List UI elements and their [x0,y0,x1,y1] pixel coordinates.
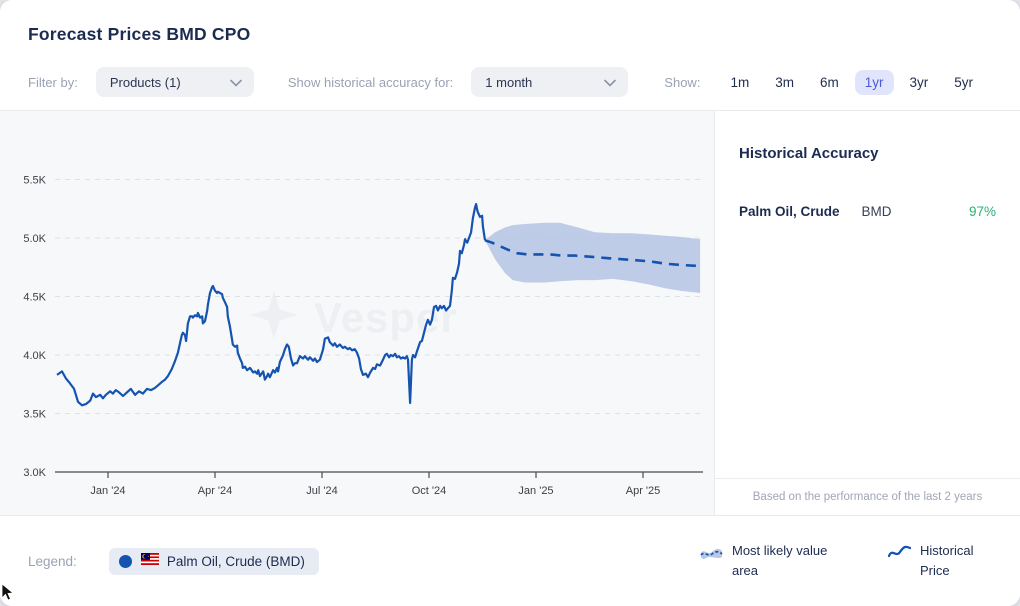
legend-item-history: Historical Price [887,541,990,581]
show-label: Show: [664,74,701,90]
series-color-dot [118,554,132,568]
accuracy-value: 97% [968,204,996,219]
series-chip[interactable]: Palm Oil, Crude (BMD) [108,547,319,575]
legend-item-area: Most likely value area [700,541,846,581]
controls-row: Filter by: Products (1) Show historical … [28,67,996,97]
main-area: Vesper 3.0K 3.5K 4.0K 4.5K 5.0K 5.5K Jan '24 Ap… [0,110,1020,515]
filter-by-label: Filter by: [28,74,78,90]
chevron-down-icon [230,75,242,90]
value-area-icon [700,541,723,566]
product-name: Palm Oil, Crude [739,204,840,219]
legend-items: Most likely value area Historical Price [700,541,990,581]
price-chart: 3.0K 3.5K 4.0K 4.5K 5.0K 5.5K Jan '24 Apr '24 Ju… [23,175,703,497]
svg-text:3.0K: 3.0K [23,467,46,479]
svg-text:Apr '25: Apr '25 [626,485,661,497]
malaysia-flag-icon [140,552,159,570]
historical-line-icon [887,541,912,565]
legend-bar: Legend: Palm Oil, Crude (BMD) [0,515,1020,606]
sidebar-title: Historical Accuracy [739,145,879,162]
accuracy-for-label: Show historical accuracy for: [287,74,454,90]
svg-text:Jul '24: Jul '24 [306,485,337,497]
header: Forecast Prices BMD CPO Filter by: Produ… [0,0,1020,110]
mouse-cursor-icon [1,583,15,606]
svg-text:Jan '25: Jan '25 [518,485,553,497]
svg-text:Apr '24: Apr '24 [198,485,233,497]
accuracy-row: Palm Oil, Crude BMD 97% [739,204,996,219]
value-area-label: Most likely value area [732,542,828,578]
accuracy-footnote: Based on the performance of the last 2 y… [715,478,1020,515]
products-dropdown-value: Products (1) [109,74,181,90]
svg-text:4.0K: 4.0K [23,350,46,362]
svg-text:5.0K: 5.0K [23,233,46,245]
historical-accuracy-panel: Historical Accuracy Palm Oil, Crude BMD … [714,111,1020,515]
accuracy-period-value: 1 month [485,74,533,90]
range-selector: 1m 3m 6m 1yr 3yr 5yr [714,69,983,95]
legend-label: Legend: [28,553,77,569]
historical-price-label: Historical Price [920,542,974,578]
products-dropdown[interactable]: Products (1) [95,67,254,97]
range-button-1yr[interactable]: 1yr [854,69,894,95]
svg-text:Oct '24: Oct '24 [412,485,447,497]
exchange-name: BMD [861,204,892,219]
svg-text:3.5K: 3.5K [23,409,46,421]
svg-text:5.5K: 5.5K [23,175,46,187]
accuracy-period-dropdown[interactable]: 1 month [471,67,629,97]
svg-text:4.5K: 4.5K [23,292,46,304]
range-button-1m[interactable]: 1m [720,70,759,95]
chevron-down-icon [604,75,617,90]
range-button-3yr[interactable]: 3yr [900,70,939,95]
chart-panel: Vesper 3.0K 3.5K 4.0K 4.5K 5.0K 5.5K Jan '24 Ap… [0,111,714,515]
range-button-3m[interactable]: 3m [765,70,804,95]
series-chip-label: Palm Oil, Crude (BMD) [166,553,305,569]
page-title: Forecast Prices BMD CPO [28,24,251,44]
svg-text:Jan '24: Jan '24 [90,485,125,497]
range-button-6m[interactable]: 6m [810,70,849,95]
range-button-5yr[interactable]: 5yr [944,70,983,95]
